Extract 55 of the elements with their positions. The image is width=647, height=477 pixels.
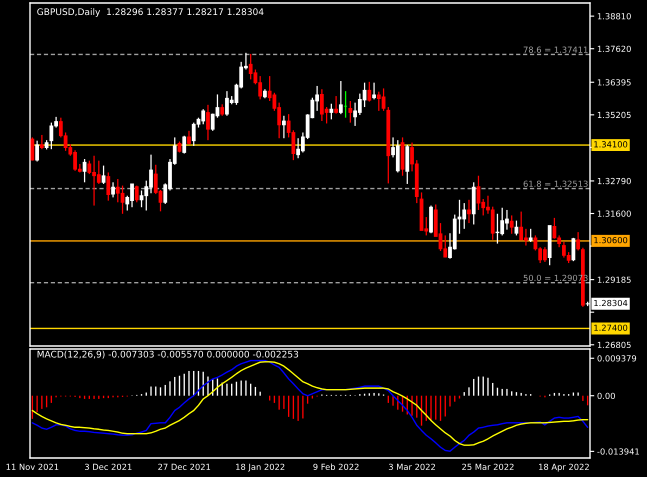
candlestick	[338, 80, 343, 115]
candlestick	[111, 182, 115, 198]
y-tick-label: 1.36395	[598, 79, 631, 86]
x-tick-label: 3 Mar 2022	[388, 464, 435, 470]
candlestick	[30, 136, 34, 162]
x-tick-label: 18 Jan 2022	[236, 464, 284, 472]
candlestick	[44, 140, 48, 150]
candlestick	[576, 232, 580, 252]
candlestick	[178, 140, 182, 154]
y-tick-label: 1.26805	[598, 342, 631, 348]
candlestick	[35, 140, 40, 162]
candlestick	[40, 134, 44, 150]
ref-line-label: 1.34100	[594, 141, 628, 148]
x-tick-label: 27 Dec 2021	[158, 464, 210, 470]
candlestick	[329, 103, 334, 120]
x-tick-label: 25 Mar 2022	[462, 464, 514, 470]
y-tick-label: 1.35205	[598, 112, 631, 118]
candlestick	[134, 184, 139, 203]
y-tick-label: 0.009379	[597, 355, 636, 362]
candlestick	[106, 172, 110, 202]
y-tick-label: 0.00	[597, 392, 615, 399]
x-tick-label: 11 Nov 2021	[6, 464, 58, 470]
chart-title: MACD(12,26,9) -0.007303 -0.005570 0.000000 -0.002253	[38, 350, 298, 359]
candlestick	[514, 220, 518, 236]
candlestick	[467, 199, 471, 224]
candlestick	[572, 237, 576, 262]
y-tick-label: 1.32790	[598, 178, 631, 184]
ref-line-label: 1.30600	[594, 236, 628, 244]
candlestick	[220, 104, 224, 116]
candlestick	[102, 164, 106, 185]
candlestick	[82, 158, 86, 183]
x-tick-label: 18 Apr 2022	[539, 464, 589, 472]
y-tick-label: -0.013941	[597, 448, 639, 455]
candlestick	[367, 81, 372, 102]
y-tick-label: 1.38810	[598, 13, 631, 20]
candlestick	[187, 130, 191, 145]
candlestick	[348, 100, 352, 124]
candlestick	[372, 82, 376, 100]
x-tick-label: 3 Dec 2021	[84, 464, 132, 470]
y-tick-label: 1.29185	[598, 276, 631, 283]
candlestick	[282, 115, 286, 139]
y-tick-label: 1.31600	[598, 210, 631, 217]
y-tick-label: 1.37620	[598, 46, 631, 52]
candlestick	[528, 228, 533, 243]
candlestick	[510, 214, 514, 234]
candlestick	[206, 104, 210, 141]
candlestick	[334, 95, 338, 114]
text: GBPUSD,Daily 1.28296 1.28377 1.28217 1.28304	[37, 8, 264, 17]
ref-line-label: 78.6 = 1.37411	[524, 46, 588, 53]
candlestick	[182, 135, 186, 154]
candlestick	[263, 88, 267, 99]
text: 1.28304	[594, 300, 628, 306]
ref-line-label: 1.27400	[594, 324, 628, 331]
x-tick-label: 9 Feb 2022	[313, 464, 359, 470]
ref-line-label: 61.8 = 1.32513	[524, 180, 588, 187]
